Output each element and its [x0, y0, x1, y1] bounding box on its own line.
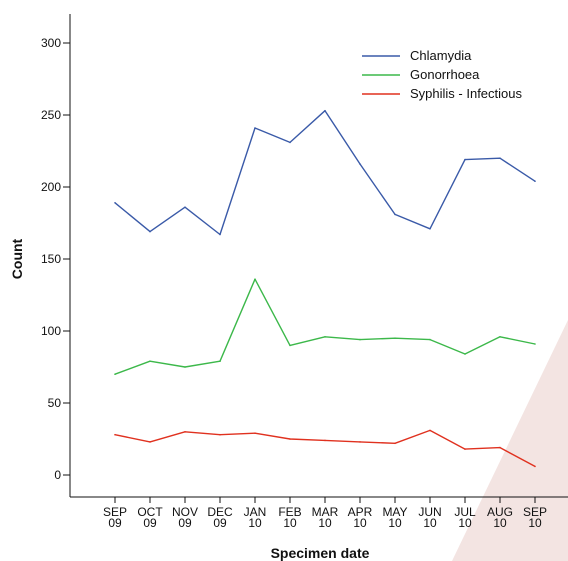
data-point	[289, 438, 291, 440]
x-tick-label-year: 09	[178, 516, 192, 530]
data-point	[324, 336, 326, 338]
x-tick-label-month: FEB	[278, 505, 301, 519]
legend-label: Chlamydia	[410, 48, 472, 63]
data-point	[429, 338, 431, 341]
x-axis-title: Specimen date	[271, 545, 370, 561]
x-tick-label-year: 10	[318, 516, 332, 530]
data-point	[534, 343, 536, 345]
data-point	[219, 433, 221, 436]
data-point	[359, 441, 361, 443]
data-point	[289, 141, 291, 144]
data-point	[359, 163, 361, 165]
data-point	[184, 206, 186, 208]
data-point	[534, 180, 536, 182]
data-point	[324, 109, 326, 112]
y-tick-label: 150	[41, 252, 61, 266]
legend-label: Syphilis - Infectious	[410, 86, 522, 101]
data-point	[429, 228, 431, 230]
series-lines	[114, 109, 536, 468]
data-point	[359, 338, 361, 341]
data-point	[254, 127, 256, 129]
data-point	[149, 441, 151, 443]
x-tick-label-year: 10	[283, 516, 297, 530]
data-point	[184, 366, 186, 368]
data-point	[114, 202, 116, 204]
data-point	[149, 360, 151, 363]
data-point	[464, 448, 466, 450]
data-point	[254, 278, 256, 281]
y-tick-label: 300	[41, 36, 61, 50]
data-point	[394, 442, 396, 445]
x-tick-label-month: APR	[348, 505, 373, 519]
y-tick-label: 200	[41, 180, 61, 194]
x-tick-label-month: AUG	[487, 505, 513, 519]
x-tick-label-year: 10	[353, 516, 367, 530]
x-tick-label-year: 10	[528, 516, 542, 530]
data-point	[219, 360, 221, 363]
x-tick-label-month: NOV	[172, 505, 198, 519]
axes: 050100150200250300SEP09OCT09NOV09DEC09JA…	[41, 14, 568, 530]
data-point	[149, 230, 151, 233]
x-tick-label-year: 10	[388, 516, 402, 530]
legend-label: Gonorrhoea	[410, 67, 480, 82]
x-tick-label-year: 09	[213, 516, 227, 530]
data-point	[394, 337, 396, 340]
y-tick-label: 0	[54, 468, 61, 482]
legend: Chlamydia Gonorrhoea Syphilis - Infectious	[362, 48, 522, 101]
data-point	[114, 433, 116, 436]
data-point	[254, 432, 256, 435]
y-axis-title: Count	[9, 238, 25, 279]
data-point	[499, 157, 501, 159]
data-point	[324, 439, 326, 442]
data-point	[219, 233, 221, 236]
x-tick-label-year: 09	[108, 516, 122, 530]
x-tick-label-month: JUN	[418, 505, 441, 519]
data-point	[464, 353, 466, 355]
y-tick-label: 50	[48, 396, 62, 410]
data-point	[289, 344, 291, 347]
data-point	[534, 465, 536, 468]
data-point	[114, 373, 116, 376]
x-tick-label-year: 10	[423, 516, 437, 530]
x-tick-label-month: SEP	[103, 505, 127, 519]
x-tick-label-month: OCT	[137, 505, 163, 519]
x-tick-label-month: MAY	[382, 505, 407, 519]
data-point	[499, 446, 501, 449]
y-tick-label: 100	[41, 324, 61, 338]
y-tick-label: 250	[41, 108, 61, 122]
data-point	[184, 431, 186, 433]
x-tick-label-year: 10	[458, 516, 472, 530]
data-point	[429, 429, 431, 432]
x-tick-label-month: JUL	[454, 505, 476, 519]
x-tick-label-year: 10	[493, 516, 507, 530]
x-tick-label-month: JAN	[244, 505, 267, 519]
x-tick-label-year: 09	[143, 516, 157, 530]
x-tick-label-month: MAR	[312, 505, 339, 519]
data-point	[499, 336, 501, 338]
data-point	[464, 158, 466, 161]
x-tick-label-month: SEP	[523, 505, 547, 519]
x-tick-label-year: 10	[248, 516, 262, 530]
data-point	[394, 213, 396, 216]
x-tick-label-month: DEC	[207, 505, 233, 519]
